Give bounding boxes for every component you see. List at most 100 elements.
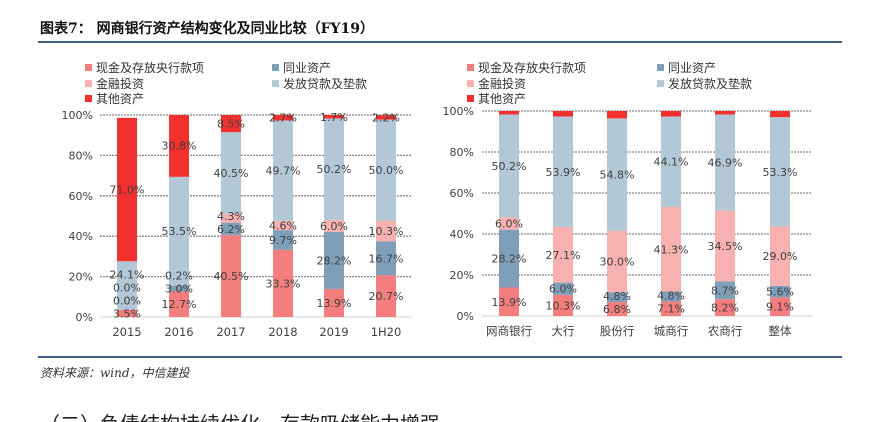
- bar-cash: [770, 297, 790, 316]
- bar-cash: [607, 302, 627, 316]
- bar-other: [273, 115, 293, 121]
- y-tick-label: 0%: [76, 311, 93, 324]
- bar-loans: [324, 118, 344, 220]
- bar-investment: [607, 230, 627, 293]
- data-label: 28.2%: [492, 253, 527, 266]
- bar-other: [376, 115, 396, 120]
- bar-interbank: [273, 230, 293, 250]
- legend-label-loans: 发放贷款及垫款: [668, 76, 752, 91]
- legend-swatch-investment: [85, 80, 92, 87]
- data-label: 33.3%: [266, 277, 301, 290]
- data-label: 6.0%: [320, 220, 348, 233]
- bar-other: [715, 111, 735, 115]
- data-label: 40.5%: [214, 167, 249, 180]
- legend-label-investment: 金融投资: [478, 76, 526, 91]
- y-tick-label: 100%: [62, 109, 93, 122]
- y-tick-label: 40%: [450, 228, 474, 241]
- bar-interbank: [169, 285, 189, 292]
- bar-loans: [221, 132, 241, 214]
- bar-other: [221, 115, 241, 133]
- x-tick-label: 2019: [319, 325, 348, 339]
- bar-loans: [661, 116, 681, 207]
- data-label: 29.0%: [763, 250, 798, 263]
- data-label: 50.0%: [369, 164, 404, 177]
- figure-title: 图表7： 网商银行资产结构变化及同业比较（FY19）: [40, 21, 375, 37]
- legend-label-loans: 发放贷款及垫款: [283, 76, 367, 91]
- x-tick-label: 大行: [552, 324, 575, 338]
- top-rule: [38, 41, 842, 43]
- data-label: 71.0%: [110, 184, 145, 197]
- x-tick-label: 股份行: [600, 324, 635, 338]
- y-tick-label: 0%: [457, 310, 474, 323]
- data-label: 13.9%: [317, 297, 352, 310]
- legend-swatch-other: [85, 95, 92, 102]
- legend-label-other: 其他资产: [478, 92, 526, 106]
- bar-cash: [553, 294, 573, 316]
- bar-loans: [499, 114, 519, 218]
- bar-interbank: [221, 222, 241, 236]
- data-label: 27.1%: [546, 249, 581, 262]
- legend-swatch-loans: [657, 80, 664, 87]
- data-label: 30.0%: [600, 255, 635, 268]
- bar-interbank: [770, 285, 790, 298]
- legend-label-interbank: 同业资产: [283, 61, 331, 75]
- bar-other: [117, 117, 137, 262]
- data-label: 0.0%: [113, 281, 141, 294]
- data-label: 30.8%: [162, 140, 197, 153]
- legend-label-investment: 金融投资: [96, 76, 144, 91]
- data-label: 49.7%: [266, 165, 301, 178]
- bar-interbank: [553, 282, 573, 295]
- data-label: 6.2%: [217, 223, 245, 236]
- y-tick-label: 80%: [69, 149, 93, 162]
- data-label: 9.1%: [766, 301, 794, 314]
- bottom-rule: [38, 356, 842, 358]
- x-tick-label: 网商银行: [486, 324, 532, 338]
- bar-loans: [715, 114, 735, 211]
- bar-other: [661, 111, 681, 117]
- data-label: 2.2%: [372, 111, 400, 124]
- data-label: 6.8%: [603, 303, 631, 316]
- data-label: 0.2%: [165, 269, 193, 282]
- bar-interbank: [661, 291, 681, 302]
- data-label: 53.5%: [162, 225, 197, 238]
- x-tick-label: 2017: [216, 325, 245, 339]
- bar-cash: [117, 309, 137, 317]
- data-label: 50.2%: [317, 163, 352, 176]
- bar-cash: [221, 235, 241, 317]
- data-label: 20.7%: [369, 290, 404, 303]
- x-tick-label: 2018: [268, 325, 297, 339]
- data-label: 2.7%: [269, 112, 297, 125]
- data-label: 12.7%: [162, 298, 197, 311]
- bar-interbank: [499, 229, 519, 288]
- data-label: 4.3%: [217, 210, 245, 223]
- data-label: 0.0%: [113, 294, 141, 307]
- legend-swatch-loans: [272, 80, 279, 87]
- bar-investment: [376, 220, 396, 242]
- bar-cash: [324, 288, 344, 317]
- bar-other: [553, 111, 573, 117]
- bar-loans: [273, 120, 293, 221]
- y-tick-label: 20%: [69, 271, 93, 284]
- bar-cash: [661, 301, 681, 316]
- x-tick-label: 2015: [112, 325, 141, 339]
- bar-interbank: [376, 241, 396, 276]
- data-label: 1.7%: [320, 111, 348, 124]
- data-label: 4.6%: [269, 219, 297, 232]
- bar-cash: [169, 291, 189, 317]
- bar-other: [169, 115, 189, 177]
- legend-swatch-interbank: [657, 64, 664, 71]
- data-label: 6.0%: [549, 283, 577, 296]
- legend-swatch-cash: [85, 64, 92, 71]
- bar-cash: [273, 249, 293, 317]
- bar-cash: [715, 299, 735, 316]
- data-label: 54.8%: [600, 169, 635, 182]
- data-label: 24.1%: [110, 268, 145, 281]
- y-tick-label: 20%: [450, 269, 474, 282]
- bar-interbank: [715, 281, 735, 300]
- y-tick-label: 60%: [69, 190, 93, 203]
- bar-investment: [499, 217, 519, 230]
- data-label: 46.9%: [708, 157, 743, 170]
- data-label: 50.2%: [492, 160, 527, 173]
